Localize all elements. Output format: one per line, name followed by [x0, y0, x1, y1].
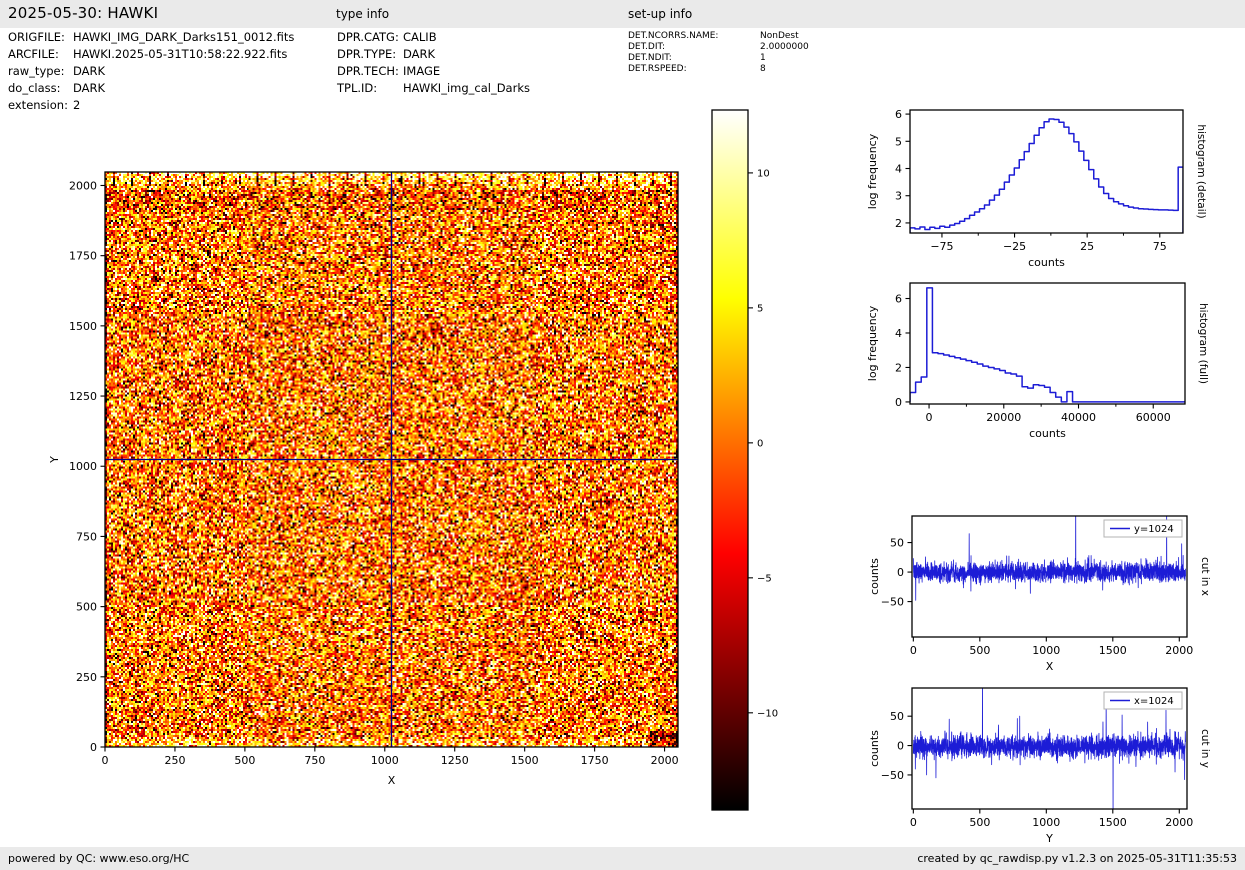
info-row: TPL.ID:HAWKI_img_cal_Darks	[337, 80, 530, 97]
cut-in-x-plot	[845, 505, 1245, 690]
info-value: DARK	[403, 46, 435, 63]
info-row: DET.NCORRS.NAME:NonDest	[628, 31, 809, 42]
info-label: ORIGFILE:	[8, 29, 73, 46]
info-label: DPR.TYPE:	[337, 46, 403, 63]
info-label: raw_type:	[8, 63, 73, 80]
info-value: 2.0000000	[760, 42, 809, 53]
info-row: DPR.CATG:CALIB	[337, 29, 530, 46]
info-row: extension:2	[8, 97, 294, 114]
info-value: DARK	[73, 80, 105, 97]
file-info-section: ORIGFILE:HAWKI_IMG_DARK_Darks151_0012.fi…	[8, 29, 294, 114]
info-label: DPR.TECH:	[337, 63, 403, 80]
info-value: HAWKI_IMG_DARK_Darks151_0012.fits	[73, 29, 294, 46]
footer-left-text: powered by QC: www.eso.org/HC	[8, 847, 189, 870]
info-row: ARCFILE:HAWKI.2025-05-31T10:58:22.922.fi…	[8, 46, 294, 63]
info-row: DET.NDIT:1	[628, 53, 809, 64]
page-title: 2025-05-30: HAWKI	[8, 4, 158, 22]
info-value: 8	[760, 64, 766, 75]
info-label: extension:	[8, 97, 73, 114]
info-label: DET.NDIT:	[628, 53, 760, 64]
info-value: 2	[73, 97, 80, 114]
info-label: ARCFILE:	[8, 46, 73, 63]
info-value: HAWKI_img_cal_Darks	[403, 80, 530, 97]
setup-info-heading: set-up info	[628, 7, 692, 21]
footer-bar: powered by QC: www.eso.org/HC created by…	[0, 847, 1245, 870]
type-info-heading: type info	[336, 7, 389, 21]
info-row: DET.RSPEED:8	[628, 64, 809, 75]
info-row: ORIGFILE:HAWKI_IMG_DARK_Darks151_0012.fi…	[8, 29, 294, 46]
info-label: DET.DIT:	[628, 42, 760, 53]
type-info-section: DPR.CATG:CALIB DPR.TYPE:DARK DPR.TECH:IM…	[337, 29, 530, 97]
qc-report-page: { "header": { "title": "2025-05-30: HAWK…	[0, 0, 1245, 870]
header-bar: 2025-05-30: HAWKI type info set-up info	[0, 0, 1245, 28]
info-row: DET.DIT:2.0000000	[628, 42, 809, 53]
info-row: DPR.TECH:IMAGE	[337, 63, 530, 80]
histogram-detail-plot	[845, 95, 1245, 280]
info-label: DET.RSPEED:	[628, 64, 760, 75]
info-value: HAWKI.2025-05-31T10:58:22.922.fits	[73, 46, 287, 63]
info-row: raw_type:DARK	[8, 63, 294, 80]
setup-info-section: DET.NCORRS.NAME:NonDest DET.DIT:2.000000…	[628, 31, 809, 75]
histogram-full-plot	[845, 270, 1245, 455]
cut-in-y-plot	[845, 677, 1245, 862]
info-label: DPR.CATG:	[337, 29, 403, 46]
info-value: CALIB	[403, 29, 437, 46]
info-label: DET.NCORRS.NAME:	[628, 31, 760, 42]
info-value: 1	[760, 53, 766, 64]
info-value: IMAGE	[403, 63, 440, 80]
main-image-plot	[105, 172, 678, 747]
info-label: TPL.ID:	[337, 80, 403, 97]
info-label: do_class:	[8, 80, 73, 97]
footer-right-text: created by qc_rawdisp.py v1.2.3 on 2025-…	[917, 847, 1237, 870]
info-value: DARK	[73, 63, 105, 80]
colorbar	[712, 110, 748, 810]
info-row: DPR.TYPE:DARK	[337, 46, 530, 63]
info-value: NonDest	[760, 31, 799, 42]
info-row: do_class:DARK	[8, 80, 294, 97]
